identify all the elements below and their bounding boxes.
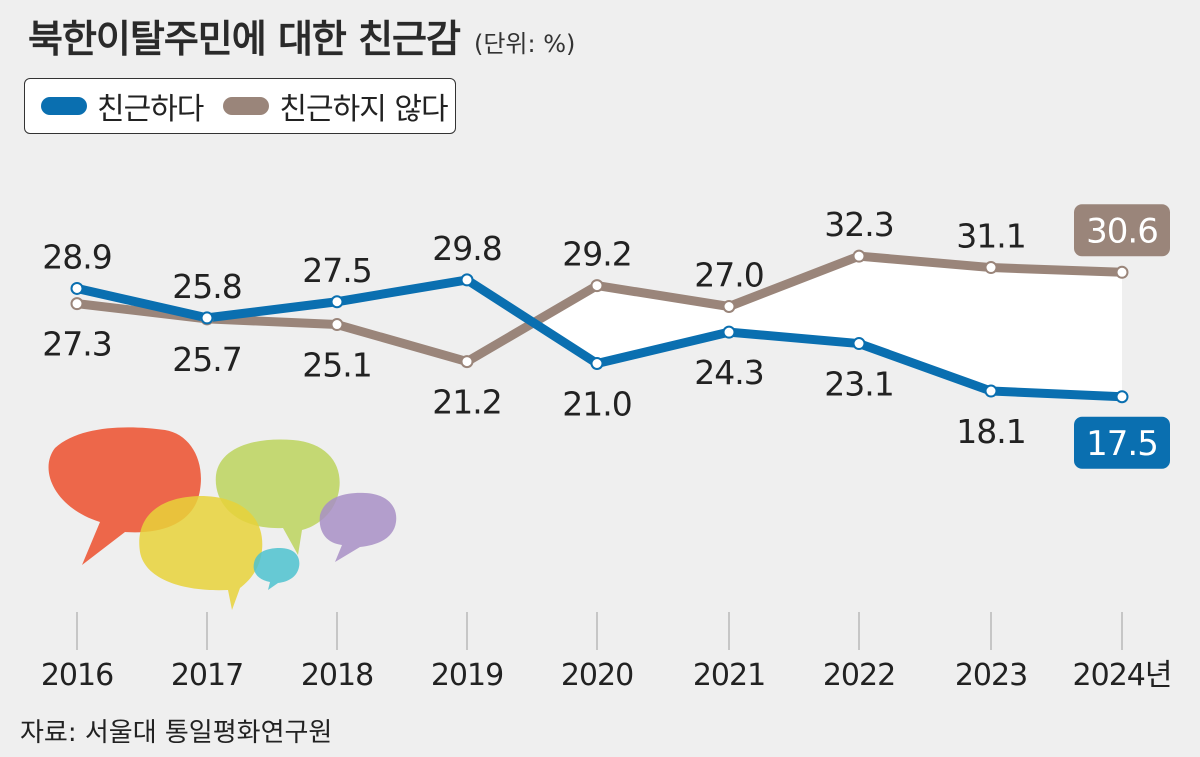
x-tick-label: 2018 — [301, 658, 373, 693]
yellow-speech-bubble — [139, 496, 263, 610]
data-point — [984, 261, 998, 275]
data-markers — [70, 249, 1129, 404]
grid-lines — [76, 612, 1123, 650]
data-label-friendly: 28.9 — [42, 237, 111, 276]
data-point — [460, 355, 474, 369]
x-tick-label: 2016 — [41, 658, 113, 693]
source-note: 자료: 서울대 통일평화연구원 — [20, 718, 333, 748]
data-point — [330, 318, 344, 332]
x-tick-label: 2024년 — [1073, 658, 1172, 693]
data-label-friendly: 21.0 — [562, 385, 631, 424]
legend-label-friendly: 친근하다 — [97, 92, 204, 127]
data-point — [722, 300, 736, 313]
gap-fill-area — [533, 256, 1122, 397]
x-tick-label: 2023 — [955, 658, 1027, 693]
data-label-unfriendly: 32.3 — [824, 205, 893, 244]
x-tick-label: 2022 — [823, 658, 895, 693]
data-point — [722, 325, 736, 339]
data-point — [70, 297, 84, 311]
legend-swatch-friendly — [41, 97, 87, 115]
data-label-friendly: 27.5 — [302, 251, 371, 290]
data-point — [590, 357, 604, 370]
cyan-speech-bubble — [253, 548, 300, 590]
data-label-unfriendly: 27.0 — [694, 256, 763, 295]
last-value-badge-friendly-text: 17.5 — [1086, 424, 1158, 464]
lime-speech-bubble — [215, 439, 340, 555]
data-point — [852, 337, 866, 351]
x-axis-tick-labels: 2016 2017 2018 2019 2020 2021 2022 2023 2024년 — [41, 658, 1173, 693]
data-label-unfriendly: 21.2 — [432, 383, 501, 422]
legend-item-friendly: 친근하다 — [41, 84, 204, 128]
last-value-badge-unfriendly — [1074, 204, 1170, 257]
orange-speech-bubble — [48, 427, 201, 565]
purple-speech-bubble — [319, 492, 397, 562]
legend-label-unfriendly: 친근하지 않다 — [279, 92, 448, 127]
data-label-friendly: 18.1 — [956, 412, 1025, 451]
x-tick-label: 2017 — [171, 658, 243, 693]
data-labels: 28.9 27.3 25.8 25.7 27.5 25.1 29.8 21.2 21.0 29.2… — [42, 204, 1170, 469]
data-point — [852, 249, 866, 263]
data-label-unfriendly: 27.3 — [42, 325, 111, 364]
data-point — [70, 281, 84, 295]
data-label-unfriendly: 25.7 — [172, 340, 241, 379]
data-label-unfriendly: 31.1 — [956, 217, 1025, 256]
chart-title: 북한이탈주민에 대한 친근감 — [28, 17, 461, 61]
unit-label: (단위: %) — [473, 30, 576, 58]
data-label-unfriendly: 25.1 — [302, 346, 371, 385]
data-label-friendly: 24.3 — [694, 353, 763, 392]
legend-swatch-unfriendly — [223, 97, 270, 115]
data-label-friendly: 25.8 — [172, 267, 241, 306]
data-point — [1115, 390, 1129, 404]
data-point — [984, 384, 998, 398]
title-row: 북한이탈주민에 대한 친근감 (단위: %) — [28, 8, 575, 63]
data-label-unfriendly: 29.2 — [562, 235, 631, 274]
x-tick-label: 2020 — [561, 658, 633, 693]
legend: 친근하다 친근하지 않다 — [24, 78, 456, 134]
speech-bubbles-icon — [48, 427, 397, 610]
data-label-friendly: 23.1 — [824, 365, 893, 404]
last-value-badge-friendly — [1074, 416, 1170, 469]
data-label-friendly: 29.8 — [432, 229, 501, 268]
data-point — [590, 279, 604, 293]
data-point — [460, 273, 474, 287]
last-value-badge-unfriendly-text: 30.6 — [1086, 211, 1158, 251]
x-tick-label: 2021 — [693, 658, 765, 693]
x-tick-label: 2019 — [431, 658, 503, 693]
data-point — [330, 295, 344, 309]
legend-item-unfriendly: 친근하지 않다 — [223, 84, 449, 128]
data-point — [1115, 265, 1129, 279]
data-point — [200, 311, 214, 325]
